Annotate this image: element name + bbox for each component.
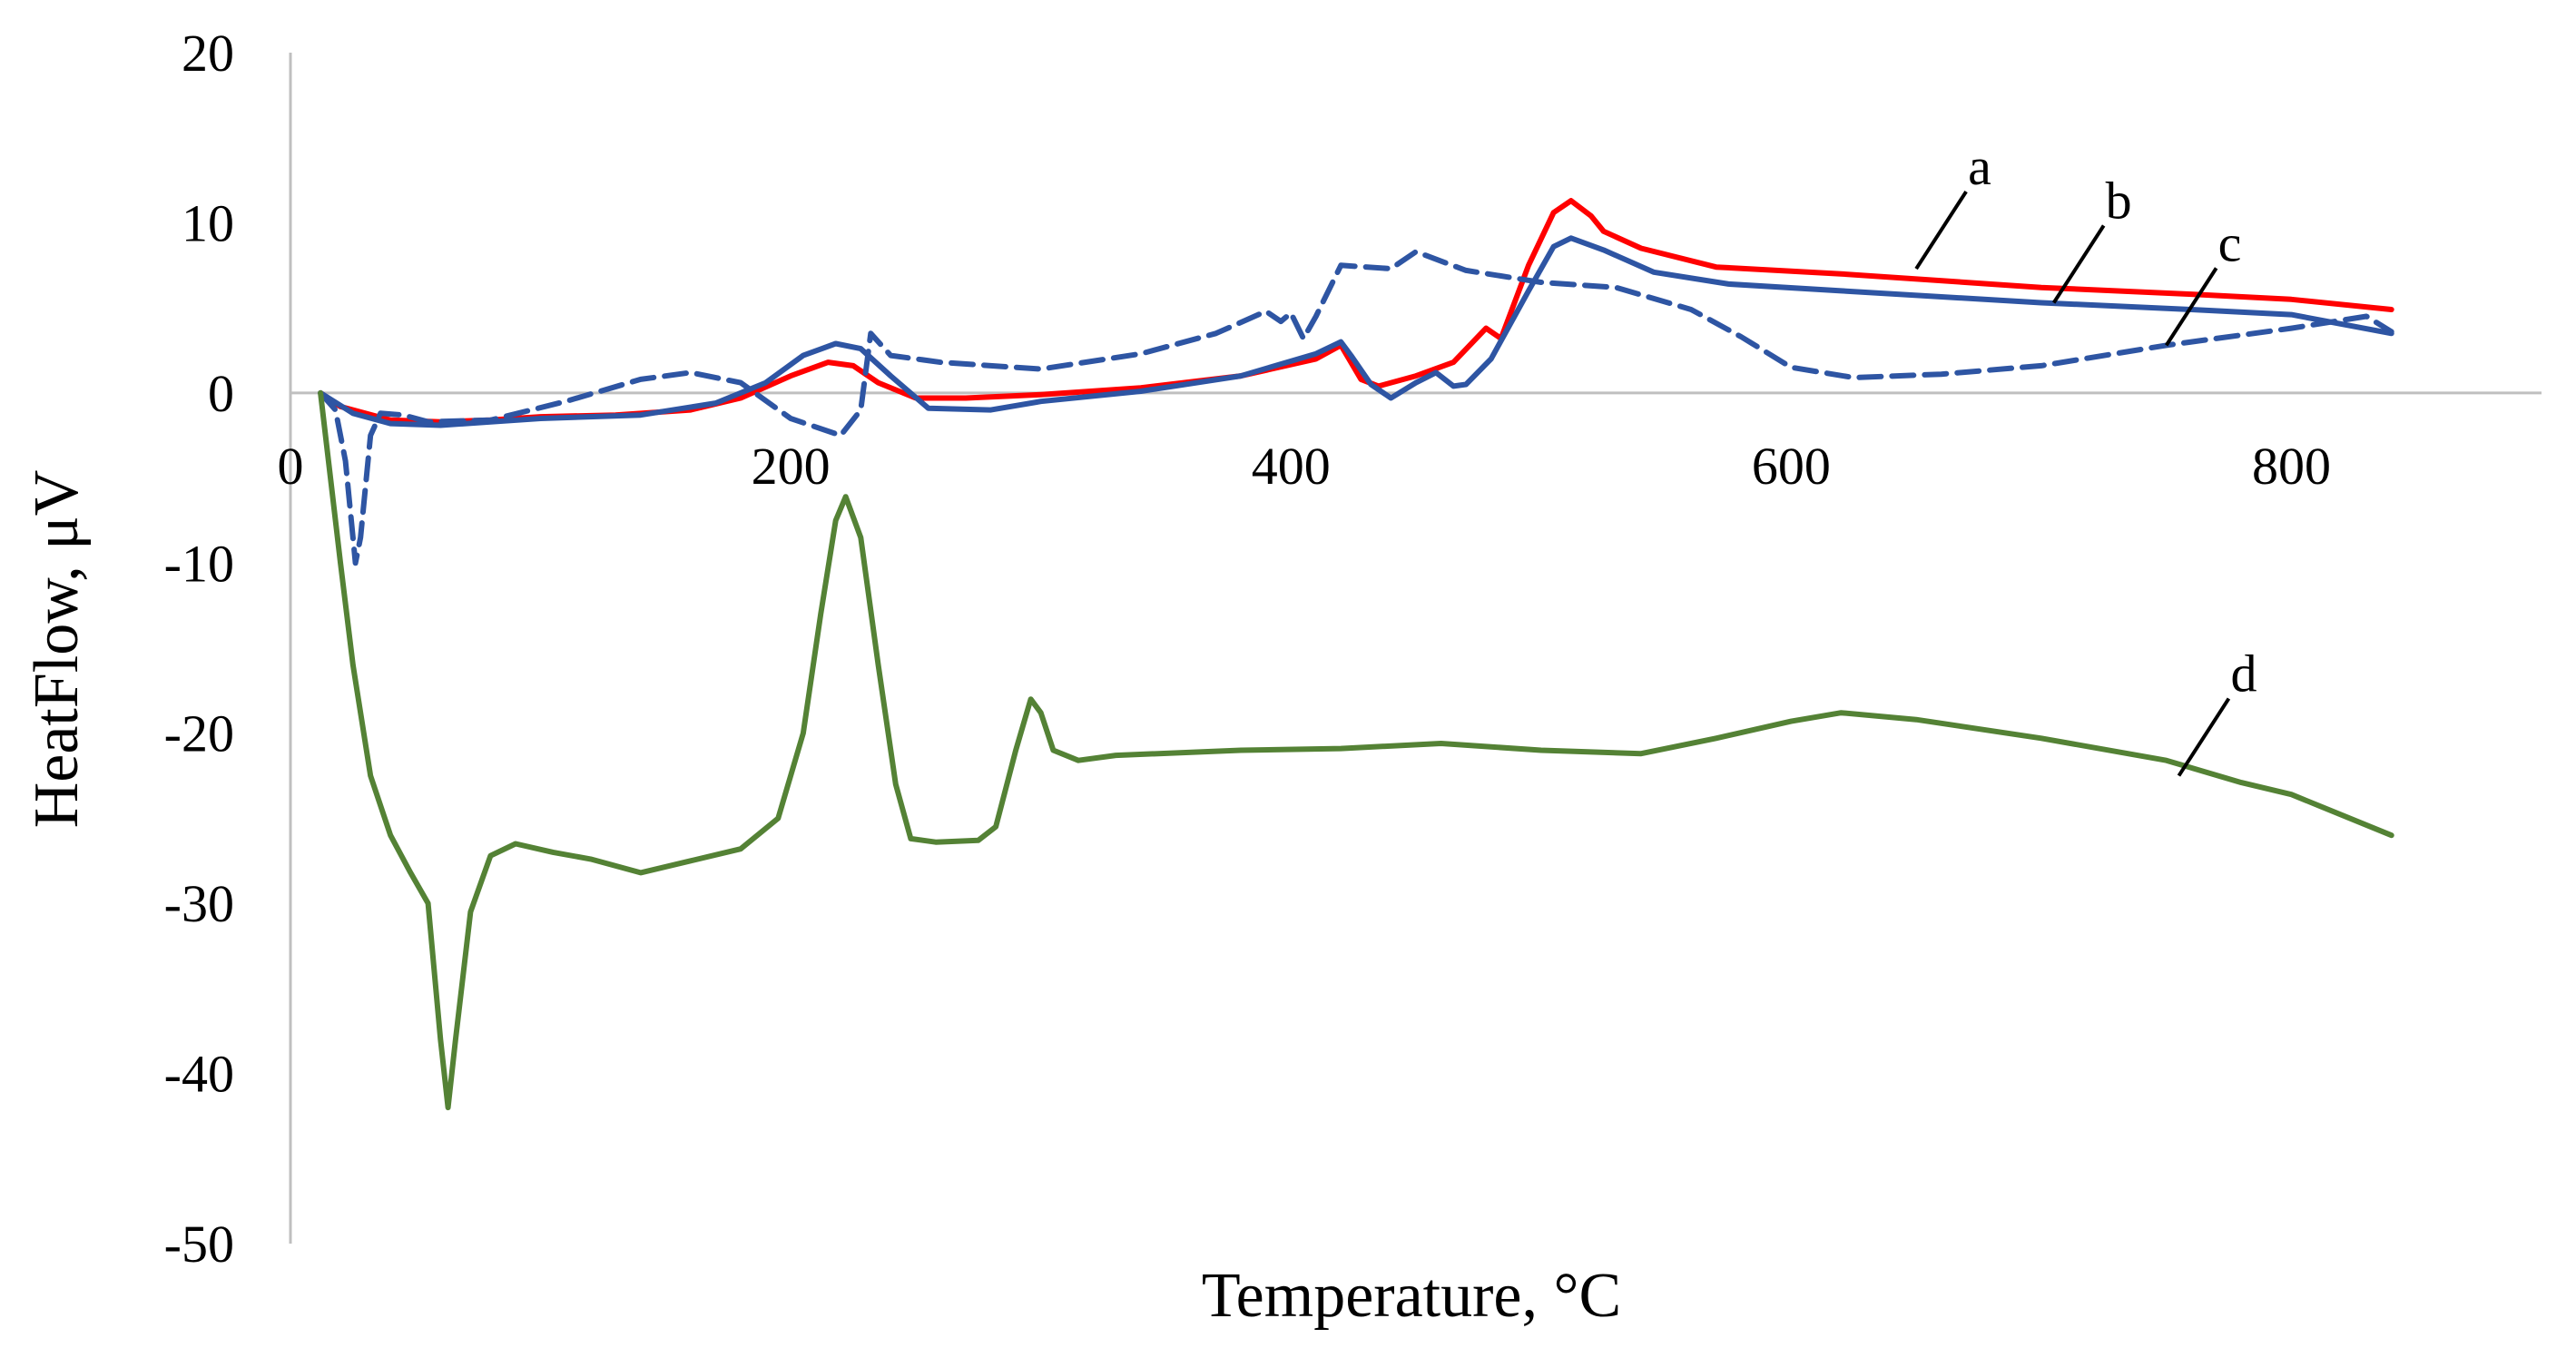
series-layer [318,198,2394,1111]
series-label-layer: a b c d [1914,137,2256,777]
series-leader-c [2164,267,2218,347]
series-label-d: d [2230,644,2256,704]
axes [289,53,2542,1244]
series-label-a: a [1968,137,1991,196]
series-label-b: b [2106,172,2132,231]
x-tick-label: 400 [1252,437,1331,496]
series-line-b [318,235,2394,428]
series-line-d [318,389,2394,1111]
series-line-c [318,249,2394,566]
x-tick-label: 0 [278,437,304,496]
x-tick-label: 600 [1752,437,1831,496]
x-axis-title: Temperature, °C [1202,1261,1621,1331]
y-tick-label: 10 [182,193,234,252]
y-axis-title: HeatFlow, μV [22,470,92,829]
y-tick-label: -20 [164,704,234,763]
x-tick-label: 200 [752,437,831,496]
y-tick-label: -40 [164,1045,234,1104]
y-tick-label: -50 [164,1215,234,1274]
series-leader-d [2177,697,2231,777]
series-leader-a [1914,190,1968,271]
tick-labels: 20 10 0 -10 -20 -30 -40 -50 0 200 400 600 800 [164,24,2331,1274]
y-tick-label: 20 [182,24,234,83]
y-tick-label: -30 [164,874,234,933]
y-tick-label: 0 [208,364,234,423]
y-tick-label: -10 [164,534,234,593]
series-label-c: c [2218,213,2242,272]
x-tick-label: 800 [2252,437,2331,496]
series-leader-b [2051,224,2106,304]
series-line-a [318,198,2394,425]
